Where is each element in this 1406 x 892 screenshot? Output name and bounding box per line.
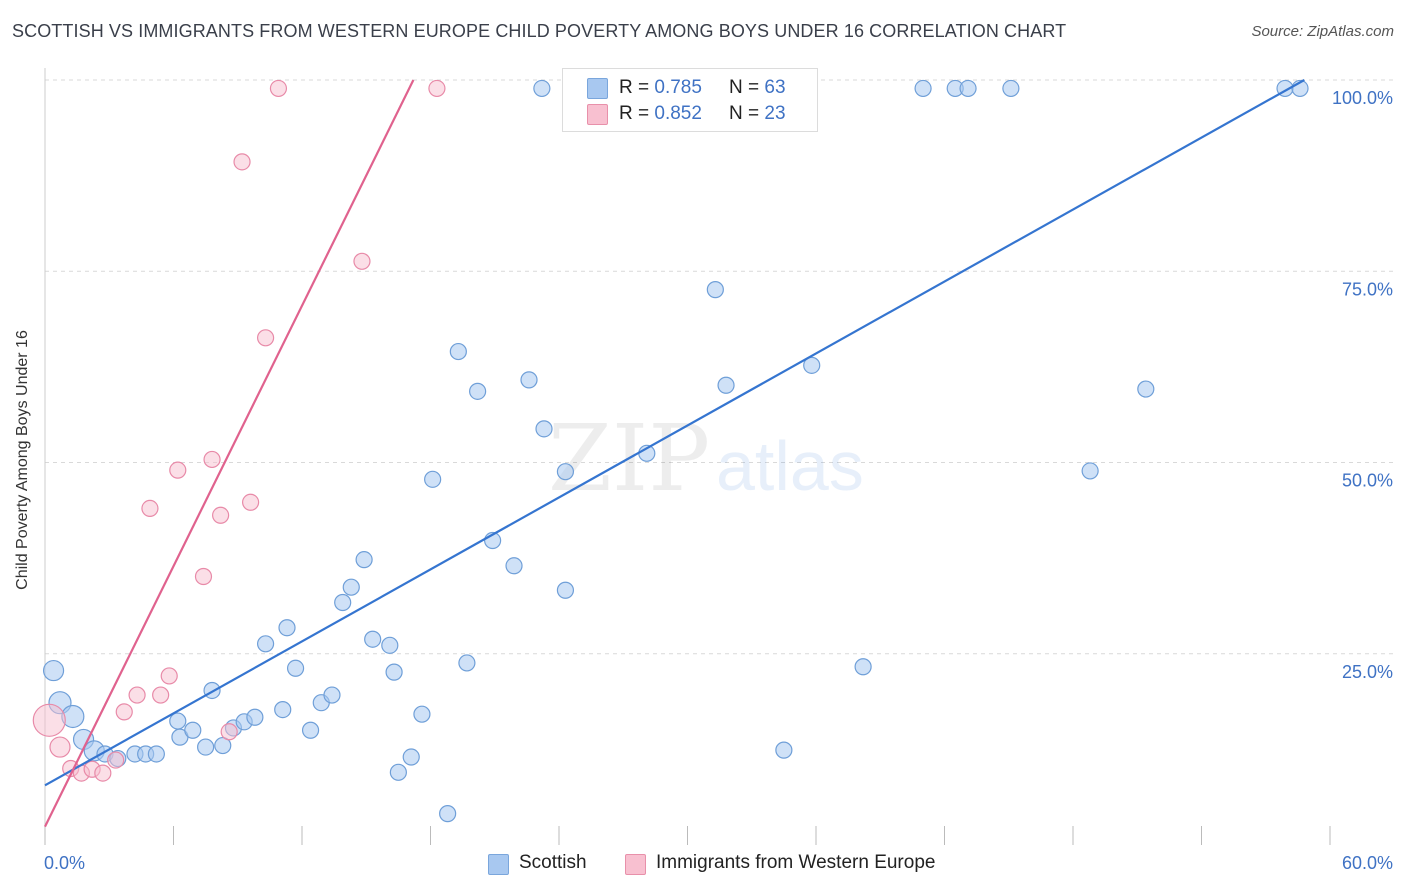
watermark: ZIP atlas [548, 405, 864, 512]
scottish-point-0 [42, 659, 65, 682]
immigrants-point-18 [242, 493, 260, 511]
immigrants-point-11 [160, 667, 178, 685]
y-tick-label-75: 75.0% [1342, 279, 1393, 299]
scottish-point-50 [717, 376, 735, 394]
legend-r-scottish: R = 0.785 [619, 77, 702, 98]
immigrants-point-14 [203, 450, 221, 469]
immigrants-point-10 [152, 686, 170, 704]
source-credit: Source: ZipAtlas.com [1251, 23, 1394, 40]
immigrants-point-5 [94, 764, 112, 782]
scottish-point-37 [449, 342, 467, 361]
scottish-point-32 [389, 763, 407, 781]
scottish-point-18 [246, 708, 264, 726]
legend-label-immigrants: Immigrants from Western Europe [656, 852, 936, 873]
scottish-point-45 [556, 581, 575, 599]
scottish-point-12 [184, 721, 202, 739]
legend-n-scottish: N = 63 [729, 77, 786, 98]
immigrants-point-21 [353, 252, 371, 270]
scottish-point-20 [274, 700, 292, 719]
immigrants-point-6 [107, 751, 125, 769]
trend-lines [44, 79, 1305, 828]
immigrants-point-22 [428, 79, 446, 98]
scottish-point-15 [214, 736, 232, 755]
data-points [32, 79, 1309, 823]
scottish-point-34 [413, 705, 431, 723]
tick-labels: 25.0% 50.0% 75.0% 100.0% 0.0% 60.0% [44, 88, 1393, 873]
scottish-point-13 [197, 738, 215, 756]
scottish-point-59 [1137, 380, 1155, 398]
watermark-atlas: atlas [716, 427, 864, 505]
scottish-point-44 [535, 420, 553, 438]
scottish-point-29 [364, 630, 382, 648]
scottish-point-39 [469, 382, 487, 400]
scottish-point-22 [286, 659, 305, 677]
legend-swatch-immigrants [587, 104, 608, 125]
immigrants-point-16 [220, 723, 238, 741]
immigrants-point-20 [269, 79, 288, 98]
scottish-point-43 [533, 79, 551, 98]
scottish-point-9 [147, 745, 165, 763]
y-tick-label-25: 25.0% [1342, 662, 1393, 682]
scottish-point-27 [342, 578, 360, 596]
legend-label-scottish: Scottish [519, 852, 587, 873]
y-tick-label-100: 100.0% [1332, 88, 1393, 108]
legend-r-immigrants: R = 0.852 [619, 103, 702, 124]
x-tick-label-min: 0.0% [44, 853, 85, 873]
scottish-point-41 [505, 557, 523, 575]
scottish-point-52 [803, 356, 821, 374]
x-tick-label-max: 60.0% [1342, 853, 1393, 873]
scottish-point-19 [256, 635, 275, 653]
scottish-point-36 [439, 805, 457, 823]
scottish-point-57 [1002, 79, 1020, 98]
legend-swatch-scottish-bottom [488, 854, 509, 875]
scottish-point-21 [278, 619, 296, 637]
scottish-point-35 [424, 470, 442, 488]
scottish-point-23 [301, 721, 320, 739]
scottish-point-26 [334, 593, 352, 612]
legend-swatch-scottish [587, 78, 608, 99]
immigrants-point-15 [212, 506, 230, 524]
immigrants-point-13 [194, 567, 213, 586]
immigrants-point-9 [141, 499, 159, 517]
scottish-point-30 [381, 636, 399, 654]
y-axis-label: Child Poverty Among Boys Under 16 [14, 330, 31, 590]
immigrants-point-12 [169, 461, 187, 479]
scottish-point-53 [854, 658, 872, 676]
scottish-point-38 [458, 654, 476, 672]
immigrants-point-19 [256, 329, 275, 347]
scottish-point-42 [520, 371, 538, 389]
scottish-point-11 [169, 712, 187, 730]
stats-legend: R = 0.785 N = 63 R = 0.852 N = 23 [562, 68, 818, 132]
scottish-trendline [44, 79, 1305, 787]
legend-swatch-immigrants-bottom [625, 854, 646, 875]
immigrants-point-0 [32, 703, 66, 737]
immigrants-trendline [44, 79, 415, 828]
scottish-point-51 [775, 741, 793, 759]
scottish-point-25 [323, 686, 341, 704]
scottish-point-33 [402, 748, 420, 766]
scottish-point-31 [385, 663, 403, 681]
scottish-point-46 [556, 463, 575, 481]
scottish-point-58 [1081, 462, 1099, 480]
immigrants-point-8 [128, 686, 146, 704]
chart-title: SCOTTISH VS IMMIGRANTS FROM WESTERN EURO… [12, 21, 1067, 41]
scottish-point-56 [959, 79, 977, 98]
legend-n-immigrants: N = 23 [729, 103, 786, 124]
scottish-point-49 [706, 281, 724, 299]
immigrants-point-1 [49, 736, 71, 758]
y-tick-label-50: 50.0% [1342, 471, 1393, 491]
scottish-point-28 [355, 551, 373, 569]
immigrants-point-7 [115, 703, 133, 721]
scottish-point-54 [914, 79, 932, 98]
immigrants-point-17 [233, 153, 251, 171]
